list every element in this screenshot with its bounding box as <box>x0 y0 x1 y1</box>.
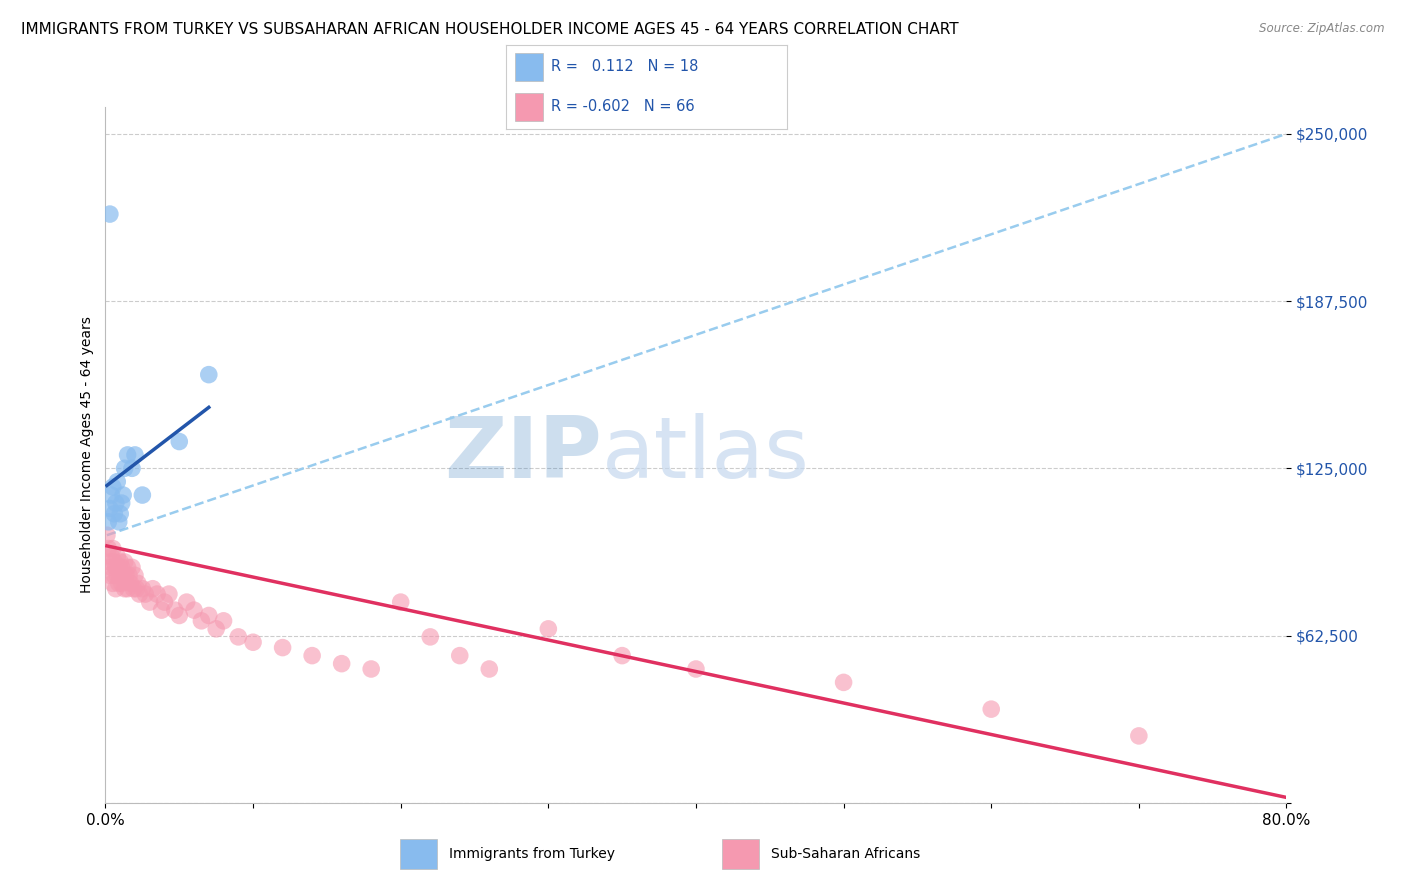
Point <box>419 630 441 644</box>
Point <box>131 582 153 596</box>
Point <box>138 595 160 609</box>
Point <box>121 461 143 475</box>
Point <box>103 555 125 569</box>
Y-axis label: Householder Income Ages 45 - 64 years: Householder Income Ages 45 - 64 years <box>80 317 94 593</box>
Point <box>98 501 121 516</box>
Point <box>114 555 136 569</box>
FancyBboxPatch shape <box>515 93 543 120</box>
Text: ZIP: ZIP <box>444 413 602 497</box>
Point <box>112 488 135 502</box>
Text: Immigrants from Turkey: Immigrants from Turkey <box>450 847 616 861</box>
Point <box>330 657 353 671</box>
Point <box>120 576 142 591</box>
Point <box>104 582 127 596</box>
Point <box>537 622 560 636</box>
Point <box>134 587 156 601</box>
Point <box>107 515 129 529</box>
Point <box>97 515 120 529</box>
Point <box>105 568 128 582</box>
Point <box>125 582 148 596</box>
Point <box>115 568 138 582</box>
Point <box>301 648 323 663</box>
Point <box>111 496 134 510</box>
Point <box>449 648 471 663</box>
Point <box>104 496 127 510</box>
Point <box>110 555 132 569</box>
Point <box>610 648 633 663</box>
Point <box>117 448 139 462</box>
Point <box>98 555 121 569</box>
Point <box>117 582 139 596</box>
Point <box>169 608 191 623</box>
Point <box>111 576 134 591</box>
Point <box>100 560 122 574</box>
Point <box>242 635 264 649</box>
FancyBboxPatch shape <box>721 839 759 869</box>
Point <box>114 461 136 475</box>
Point <box>107 576 129 591</box>
Point <box>96 528 118 542</box>
Point <box>146 587 169 601</box>
Point <box>118 568 141 582</box>
Point <box>104 560 127 574</box>
Text: Sub-Saharan Africans: Sub-Saharan Africans <box>770 847 921 861</box>
Point <box>157 587 180 601</box>
Point <box>127 576 149 591</box>
Point <box>100 488 122 502</box>
Point <box>212 614 235 628</box>
Point <box>101 576 124 591</box>
Point <box>121 560 143 574</box>
Point <box>389 595 412 609</box>
Point <box>101 480 124 494</box>
Point <box>190 614 212 628</box>
Point <box>197 368 219 382</box>
Point <box>832 675 855 690</box>
Point <box>110 507 132 521</box>
Point <box>169 434 191 449</box>
Point <box>478 662 501 676</box>
Point <box>271 640 294 655</box>
Text: R =   0.112   N = 18: R = 0.112 N = 18 <box>551 59 699 74</box>
Text: R = -0.602   N = 66: R = -0.602 N = 66 <box>551 99 695 114</box>
Point <box>124 448 146 462</box>
Point <box>131 488 153 502</box>
Point <box>128 587 150 601</box>
Point <box>107 560 129 574</box>
Point <box>685 662 707 676</box>
Point <box>112 568 135 582</box>
Point <box>117 560 139 574</box>
Text: Source: ZipAtlas.com: Source: ZipAtlas.com <box>1260 22 1385 36</box>
Point <box>226 630 250 644</box>
Text: atlas: atlas <box>602 413 810 497</box>
Point <box>103 568 125 582</box>
Point <box>110 568 132 582</box>
Point <box>142 582 165 596</box>
Point <box>980 702 1002 716</box>
Point <box>197 608 219 623</box>
FancyBboxPatch shape <box>515 54 543 81</box>
Point <box>163 603 186 617</box>
Point <box>111 560 134 574</box>
Point <box>1128 729 1150 743</box>
Point <box>114 582 136 596</box>
Point <box>205 622 228 636</box>
Point <box>98 207 121 221</box>
Point <box>105 549 128 564</box>
Point <box>150 603 173 617</box>
Point <box>124 568 146 582</box>
Point <box>176 595 198 609</box>
Point <box>101 541 124 556</box>
Point <box>100 549 122 564</box>
Point <box>122 582 145 596</box>
Point <box>98 568 121 582</box>
Point <box>97 541 120 556</box>
Point <box>360 662 382 676</box>
Text: IMMIGRANTS FROM TURKEY VS SUBSAHARAN AFRICAN HOUSEHOLDER INCOME AGES 45 - 64 YEA: IMMIGRANTS FROM TURKEY VS SUBSAHARAN AFR… <box>21 22 959 37</box>
FancyBboxPatch shape <box>399 839 437 869</box>
Point <box>103 507 125 521</box>
Point <box>105 475 128 489</box>
Point <box>153 595 176 609</box>
Point <box>183 603 205 617</box>
